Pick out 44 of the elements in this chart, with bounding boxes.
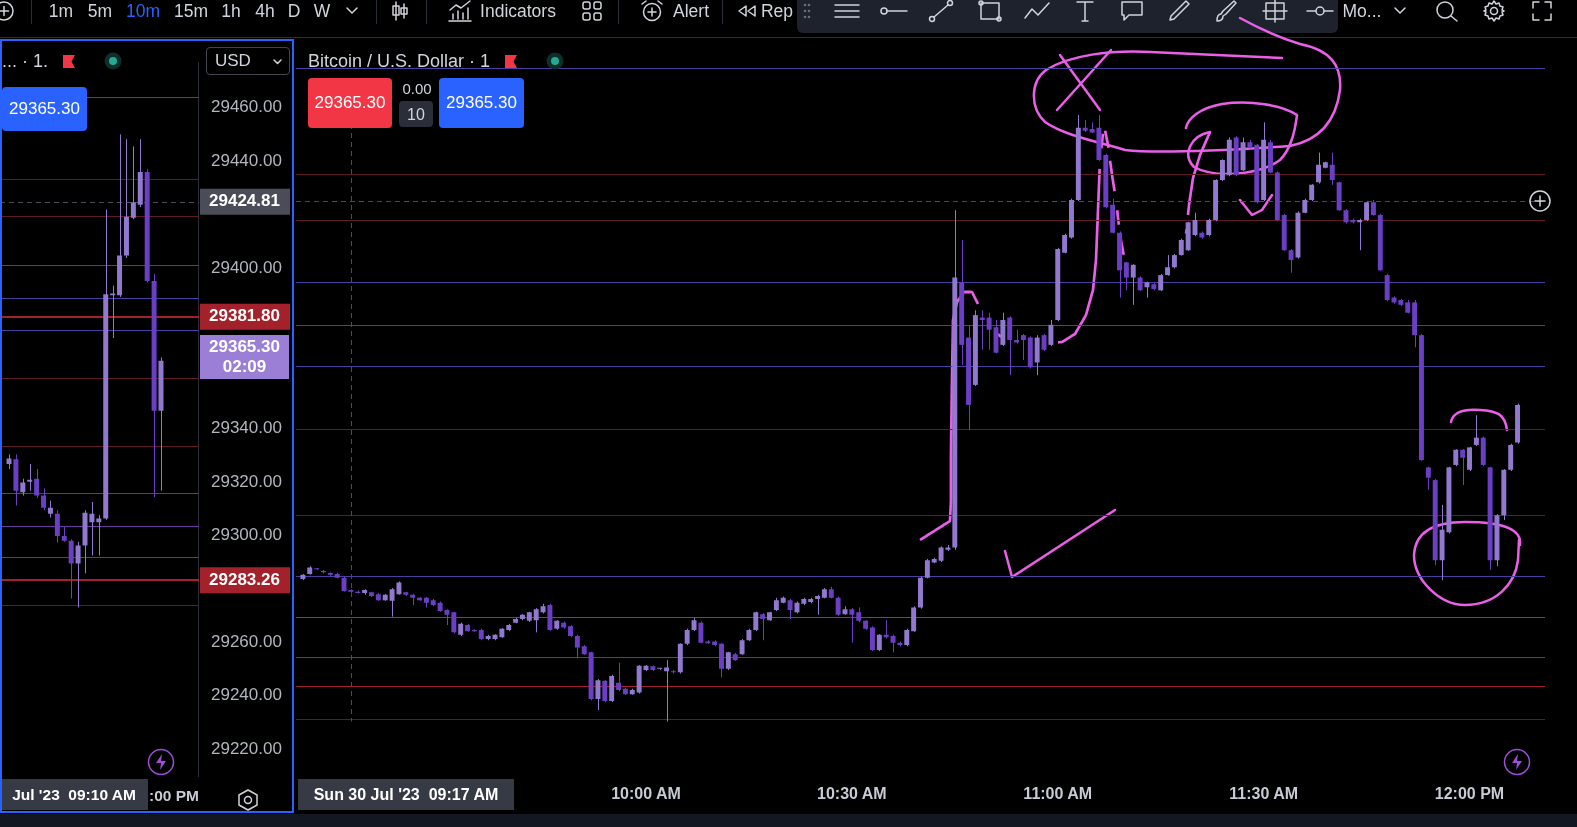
text: W bbox=[313, 1, 331, 22]
annotation: 10 bbox=[407, 104, 425, 124]
y-tick-label: 29220.00 bbox=[211, 738, 282, 758]
text: 5m bbox=[87, 1, 113, 22]
ref-line-label: 29283.26 bbox=[209, 569, 280, 589]
ref-line-label: 29424.81 bbox=[209, 191, 280, 211]
y-tick-label: 29340.00 bbox=[211, 418, 282, 438]
chart-title: ... · 1. bbox=[2, 50, 49, 72]
text: Mo... bbox=[1342, 1, 1382, 22]
y-tick-label: 29440.00 bbox=[211, 150, 282, 170]
candlestick bbox=[403, 591, 409, 597]
label-box: 10 bbox=[399, 101, 433, 127]
price-button: 29365.30 bbox=[308, 78, 392, 128]
label-box: Sun 30 Jul '23 09:17 AM bbox=[298, 779, 514, 810]
text: Alert bbox=[673, 1, 709, 22]
x-tick-label: 11:30 AM bbox=[1229, 785, 1299, 803]
x-tick-label: 11:00 AM bbox=[1023, 785, 1093, 803]
y-tick-label: 29240.00 bbox=[211, 685, 282, 705]
text: Indicators bbox=[480, 1, 556, 22]
y-tick-label: 29460.00 bbox=[211, 97, 282, 117]
text: 0.00 bbox=[402, 80, 432, 98]
price-label-box: 29365.30 02:09 bbox=[200, 335, 289, 379]
text: 10m bbox=[125, 1, 161, 22]
text: 15m bbox=[173, 1, 209, 22]
text: 4h bbox=[255, 1, 275, 22]
y-tick-label: 29300.00 bbox=[211, 525, 282, 545]
ref-line-label: 29381.80 bbox=[209, 306, 280, 326]
label-box: Jul '23 09:10 AM bbox=[0, 779, 148, 810]
x-tick-label: 10:00 AM bbox=[611, 785, 681, 803]
y-tick-label: 29260.00 bbox=[211, 632, 282, 652]
annotation: 29365.30 bbox=[9, 99, 80, 119]
x-tick-label: 12:00 PM bbox=[1434, 785, 1505, 803]
chart-title: Bitcoin / U.S. Dollar · 1 bbox=[308, 50, 491, 72]
y-tick-label: 29400.00 bbox=[211, 257, 282, 277]
price-button: 29365.30 bbox=[2, 87, 87, 131]
x-tick-label: 10:30 AM bbox=[817, 785, 887, 803]
text: :00 PM bbox=[149, 785, 199, 805]
dropdown-button: USD bbox=[206, 47, 290, 75]
price-button: 29365.30 bbox=[439, 78, 524, 128]
text: 1h bbox=[221, 1, 241, 22]
text: Rep bbox=[760, 1, 794, 22]
text: 1m bbox=[48, 1, 74, 22]
y-tick-label: 29320.00 bbox=[211, 471, 282, 491]
text: D bbox=[287, 1, 301, 22]
